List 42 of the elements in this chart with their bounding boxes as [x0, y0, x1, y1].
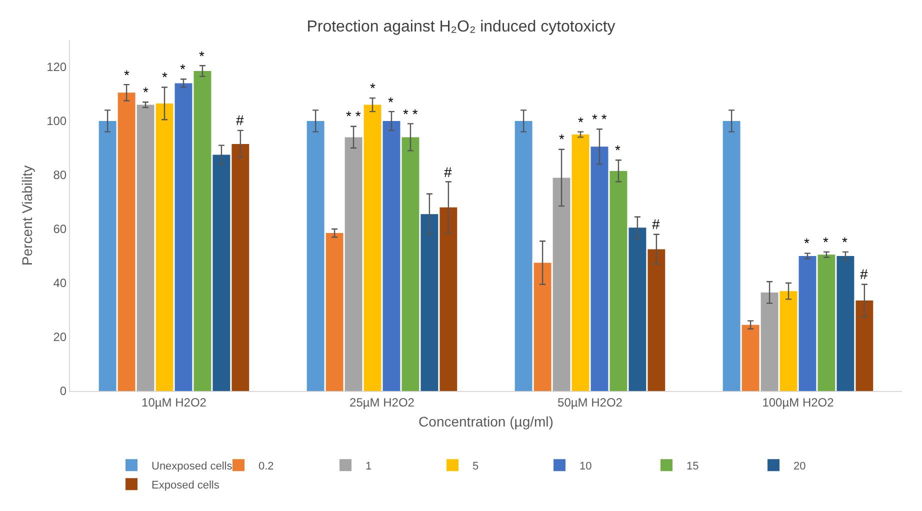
legend-label: 10: [580, 460, 592, 472]
y-tick-label: 80: [53, 168, 67, 182]
data-label: #: [652, 216, 660, 232]
x-axis-title: Concentration (µg/ml): [418, 414, 554, 430]
x-tick-label: 25µM H2O2: [350, 395, 415, 410]
data-label: *: [370, 80, 376, 96]
y-tick-label: 40: [53, 276, 67, 290]
legend-label: 20: [794, 460, 806, 472]
data-label: *: [199, 48, 205, 64]
y-tick-label: 120: [46, 60, 67, 74]
x-tick-label: 10µM H2O2: [142, 395, 207, 410]
y-tick-label: 20: [53, 330, 67, 344]
y-tick-label: 60: [53, 222, 67, 236]
data-label: *: [559, 131, 565, 147]
data-label: * *: [346, 108, 362, 124]
data-label: *: [143, 84, 149, 100]
legend-label: 0.2: [258, 460, 274, 472]
y-tick-label: 0: [60, 384, 67, 398]
x-tick-label: 100µM H2O2: [762, 395, 834, 410]
data-label: #: [236, 112, 244, 128]
data-label: * *: [403, 106, 418, 122]
data-label: *: [388, 94, 394, 110]
x-tick-label: 50µM H2O2: [558, 395, 623, 410]
data-label: *: [124, 67, 130, 83]
data-label: #: [860, 266, 868, 282]
data-label: *: [823, 234, 829, 250]
y-axis-title: Percent Viability: [19, 165, 35, 266]
legend-label: Exposed cells: [152, 479, 220, 492]
legend-label: 1: [366, 460, 372, 472]
data-label: *: [842, 234, 848, 250]
data-label: *: [804, 235, 810, 251]
chart-title: Protection against H₂O₂ induced cytotoxicty: [306, 18, 616, 36]
data-label: *: [615, 142, 621, 158]
data-label: *: [162, 69, 168, 85]
data-label: *: [578, 114, 584, 130]
y-tick-label: 100: [46, 114, 67, 128]
legend-label: Unexposed cells: [152, 460, 233, 472]
legend-label: 5: [472, 460, 479, 472]
data-label: #: [444, 164, 452, 180]
legend-label: 15: [686, 460, 699, 472]
data-label: * *: [592, 111, 608, 127]
data-label: *: [180, 61, 186, 77]
